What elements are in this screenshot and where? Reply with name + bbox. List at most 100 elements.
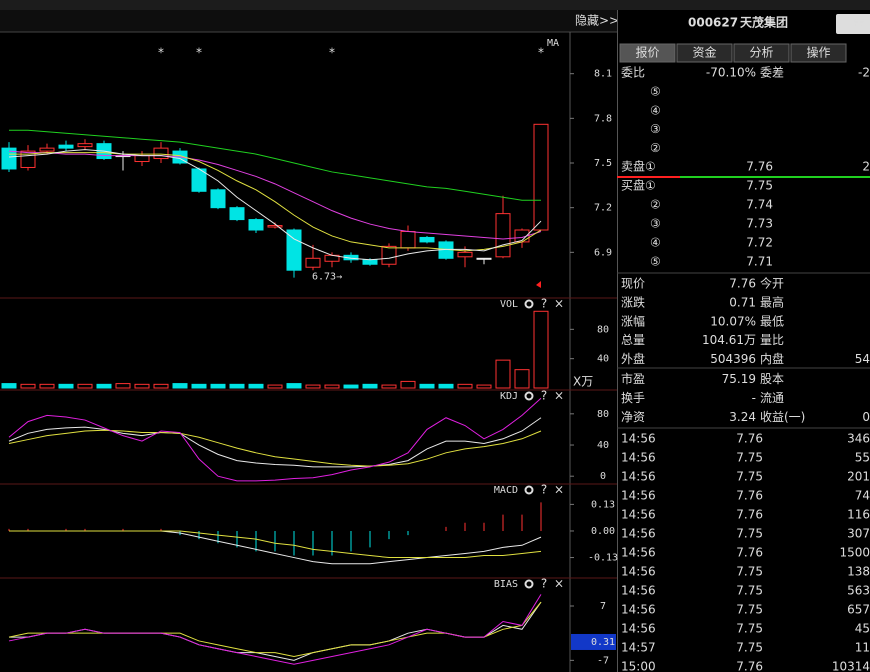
settings-icon[interactable] [524,391,534,401]
tick-price: 7.75 [736,451,763,465]
stat-label: 总量 [621,333,645,347]
volume-bar [324,384,340,389]
stat-label: 净资 [621,410,645,424]
tick-price: 7.76 [736,508,763,522]
decision-button[interactable]: 决策 [841,17,865,31]
bid-label: ④ [650,236,661,250]
stat-label: 量比 [760,333,784,347]
candle-body [39,147,55,152]
tick-time: 14:56 [621,451,656,465]
volume-bar [191,383,207,389]
tick-price: 7.75 [736,622,763,636]
stat-label: 涨跌 [621,294,645,309]
volume-bar [96,383,112,389]
tick-time: 14:56 [621,508,656,522]
bid-price: 7.75 [746,179,773,193]
tick-volume: 307 [847,527,870,541]
y-tick-label: 0.00 [591,526,615,537]
y-tick-label: -0.13 [588,553,618,564]
tab: 报价 [635,45,659,60]
candle-body [267,225,283,228]
tab-bg[interactable] [790,43,847,63]
y-tick-label: 40 [597,354,609,365]
settings-icon[interactable] [524,579,534,589]
candle-body [533,123,549,231]
volume-bar [58,383,74,389]
candle-body [248,219,264,231]
indicator-line [9,601,542,661]
volume-bar [495,359,511,389]
settings-icon[interactable] [524,485,534,495]
volume-bar [381,384,397,389]
help-icon: ? [541,389,547,403]
stat-value: 10.07% [710,314,756,328]
ask-volume: 2 [862,160,870,174]
stat-value: 0 [862,410,870,424]
tick-volume: 10314 [832,660,870,672]
candle-body [362,259,378,265]
unit-label: X万 [573,375,593,389]
volume-bar [343,384,359,389]
volume-bar [1,383,17,389]
stat-value: 54 [855,352,870,366]
candle-body [457,251,473,258]
candle-body [381,245,397,265]
volume-bar [77,383,93,389]
candle-body [1,147,17,170]
tick-price: 7.75 [736,470,763,484]
bid-label: 买盘① [621,178,656,193]
stat-label: 最低 [760,314,784,328]
panel-label: KDJ [500,391,518,402]
hide-button[interactable]: 隐藏>> [575,14,619,28]
settings-icon[interactable] [524,299,534,309]
star-marker: * [329,46,335,60]
volume-bar [172,383,188,389]
help-icon: ? [541,577,547,591]
candle-body [58,144,74,149]
star-marker: * [158,46,164,60]
volume-bar [533,310,549,389]
tab: 操作 [806,45,830,60]
y-tick-label: 6.9 [594,247,612,258]
tick-volume: 563 [847,584,870,598]
candle-body [229,207,245,221]
stat-label: 现价 [621,277,645,291]
decision-button-bg[interactable] [836,14,870,34]
current-value-bg [571,633,616,650]
volume-bar [438,383,454,389]
tab-bg[interactable] [733,43,790,63]
tick-volume: 1500 [839,546,870,560]
volume-bar [248,383,264,389]
y-tick-label: 7 [600,601,606,612]
diff-value: -2 [858,66,870,80]
tab-bg[interactable] [676,43,733,63]
tick-volume: 45 [855,622,870,636]
tab-bg[interactable] [619,43,676,63]
candle-body [305,257,321,268]
volume-bar [362,383,378,389]
stock-code: 000627 [688,16,738,30]
y-tick-label: 80 [597,324,609,335]
stat-value: 0.71 [729,295,756,309]
close-icon: × [554,389,564,403]
tick-time: 14:56 [621,470,656,484]
bid-price: 7.74 [746,198,773,212]
tick-volume: 657 [847,603,870,617]
tab: 分析 [749,46,773,60]
close-icon: × [554,577,564,591]
candle-body [210,189,226,209]
tick-time: 14:56 [621,546,656,560]
ask-label: 卖盘① [621,159,656,174]
tick-time: 14:56 [621,489,656,503]
ask-label: ② [650,141,661,155]
panel-label: MACD [494,485,518,496]
close-icon: × [554,297,564,311]
tick-price: 7.75 [736,527,763,541]
candle-body [77,143,93,148]
volume-bar [267,384,283,389]
y-tick-label: 7.5 [594,158,612,169]
volume-bar [20,383,36,389]
bid-price: 7.73 [746,217,773,231]
